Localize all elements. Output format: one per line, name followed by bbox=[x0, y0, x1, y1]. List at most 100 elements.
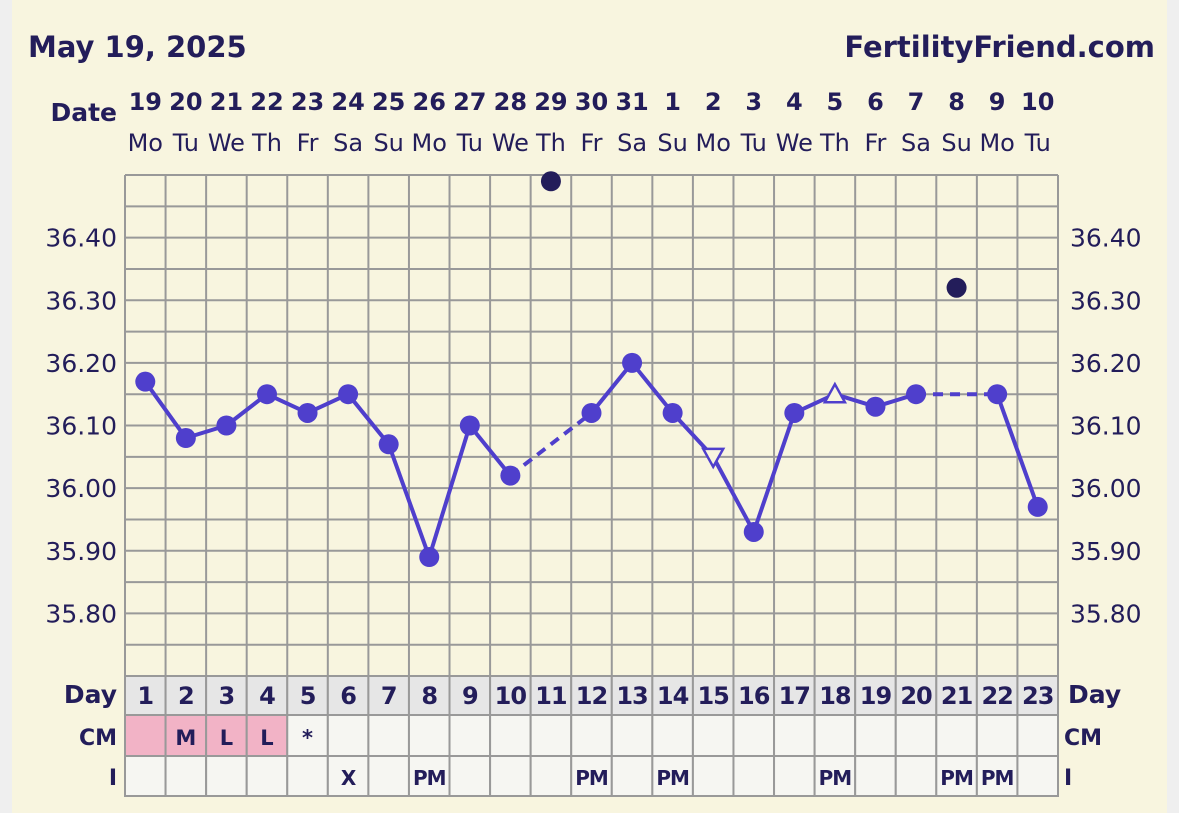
cm-cell bbox=[124, 714, 167, 757]
weekday-label: Tu bbox=[172, 129, 199, 157]
day-row-label-right: Day bbox=[1068, 680, 1121, 709]
cm-cell bbox=[773, 714, 816, 757]
temp-point bbox=[622, 352, 643, 373]
day-number: 8 bbox=[421, 682, 437, 710]
temp-line bbox=[630, 361, 675, 415]
day-number: 7 bbox=[381, 682, 397, 710]
day-number: 10 bbox=[495, 682, 527, 710]
weekday-label: Mo bbox=[128, 129, 163, 157]
intercourse-value: PM bbox=[656, 766, 689, 790]
date-label: 31 bbox=[615, 88, 648, 116]
day-number: 12 bbox=[576, 682, 607, 710]
cm-cell bbox=[651, 714, 694, 757]
date-label: 23 bbox=[291, 88, 324, 116]
intercourse-cell bbox=[651, 755, 694, 797]
date-label: 28 bbox=[494, 88, 527, 116]
cm-cell bbox=[286, 714, 329, 757]
date-label: 10 bbox=[1021, 88, 1054, 116]
intercourse-cell bbox=[1016, 755, 1059, 797]
date-label: 8 bbox=[948, 88, 965, 116]
day-number: 19 bbox=[860, 682, 892, 710]
temp-line bbox=[346, 392, 391, 446]
temp-point bbox=[338, 384, 359, 405]
weekday-label: Mo bbox=[412, 129, 447, 157]
day-cell bbox=[489, 675, 532, 716]
intercourse-cell bbox=[894, 755, 938, 797]
temp-line bbox=[427, 424, 472, 558]
temp-line bbox=[589, 361, 634, 415]
temp-point bbox=[459, 415, 480, 436]
day-number: 15 bbox=[697, 682, 729, 710]
date-label: 9 bbox=[989, 88, 1006, 116]
weekday-label: Tu bbox=[1024, 129, 1051, 157]
date-label: 4 bbox=[786, 88, 803, 116]
date-label: 20 bbox=[169, 88, 202, 116]
cm-row-label: CM bbox=[79, 726, 117, 751]
y-tick-label-right: 36.20 bbox=[1070, 349, 1142, 378]
temp-point bbox=[175, 428, 196, 449]
intercourse-cell bbox=[407, 755, 451, 797]
day-number: 3 bbox=[219, 682, 235, 710]
intercourse-cell bbox=[773, 755, 816, 797]
intercourse-cell bbox=[610, 755, 654, 797]
intercourse-value: X bbox=[341, 766, 357, 790]
intercourse-value: PM bbox=[819, 766, 852, 790]
day-cell bbox=[935, 675, 978, 716]
cm-value: M bbox=[175, 726, 196, 750]
temp-line bbox=[995, 393, 1040, 508]
day-cell bbox=[894, 675, 938, 716]
day-number: 23 bbox=[1022, 682, 1053, 710]
i-row-label-right: I bbox=[1064, 766, 1072, 791]
intercourse-cell bbox=[691, 755, 735, 797]
weekday-label: Th bbox=[251, 129, 282, 157]
weekday-label: Tu bbox=[456, 129, 483, 157]
weekday-label: Su bbox=[657, 129, 687, 157]
temp-point bbox=[256, 384, 277, 405]
temp-point bbox=[297, 402, 318, 423]
date-label: 26 bbox=[413, 88, 446, 116]
day-number: 16 bbox=[738, 682, 770, 710]
cm-cell bbox=[935, 714, 978, 757]
weekday-label: We bbox=[776, 129, 813, 157]
day-number: 2 bbox=[178, 682, 194, 710]
temp-point-triangle-down bbox=[701, 447, 726, 470]
date-row-label: Date bbox=[50, 98, 117, 127]
day-cell bbox=[286, 675, 329, 716]
cm-cell bbox=[570, 714, 613, 757]
day-number: 11 bbox=[535, 682, 567, 710]
cm-cell bbox=[529, 714, 573, 757]
y-tick-label-left: 36.30 bbox=[45, 286, 117, 315]
temp-line bbox=[468, 424, 512, 477]
cm-cell bbox=[326, 714, 370, 757]
date-label: 6 bbox=[867, 88, 884, 116]
temp-point bbox=[906, 384, 927, 405]
cm-cell bbox=[1016, 714, 1059, 757]
weekday-label: Fr bbox=[864, 129, 886, 157]
i-row-label: I bbox=[109, 766, 117, 791]
temp-point-discarded bbox=[540, 171, 561, 192]
temp-line bbox=[751, 412, 797, 533]
intercourse-cell bbox=[935, 755, 978, 797]
cm-cell bbox=[732, 714, 776, 757]
site-name: FertilityFriend.com bbox=[844, 30, 1155, 64]
weekday-label: Th bbox=[819, 129, 850, 157]
date-label: 19 bbox=[129, 88, 162, 116]
intercourse-value: PM bbox=[575, 766, 608, 790]
day-cell bbox=[732, 675, 776, 716]
intercourse-cell bbox=[367, 755, 410, 797]
cm-cell bbox=[205, 714, 248, 757]
date-label: 2 bbox=[705, 88, 722, 116]
temp-point bbox=[743, 521, 764, 542]
cm-cell bbox=[367, 714, 410, 757]
day-number: 21 bbox=[941, 682, 973, 710]
cm-cell bbox=[894, 714, 938, 757]
date-label: 24 bbox=[331, 88, 364, 116]
cm-row-label-right: CM bbox=[1064, 726, 1102, 751]
day-cell bbox=[610, 675, 654, 716]
cm-cell bbox=[975, 714, 1019, 757]
cm-cell bbox=[407, 714, 451, 757]
weekday-label: Su bbox=[373, 129, 403, 157]
weekday-label: We bbox=[208, 129, 245, 157]
day-number: 1 bbox=[137, 682, 153, 710]
weekday-label: Fr bbox=[581, 129, 603, 157]
